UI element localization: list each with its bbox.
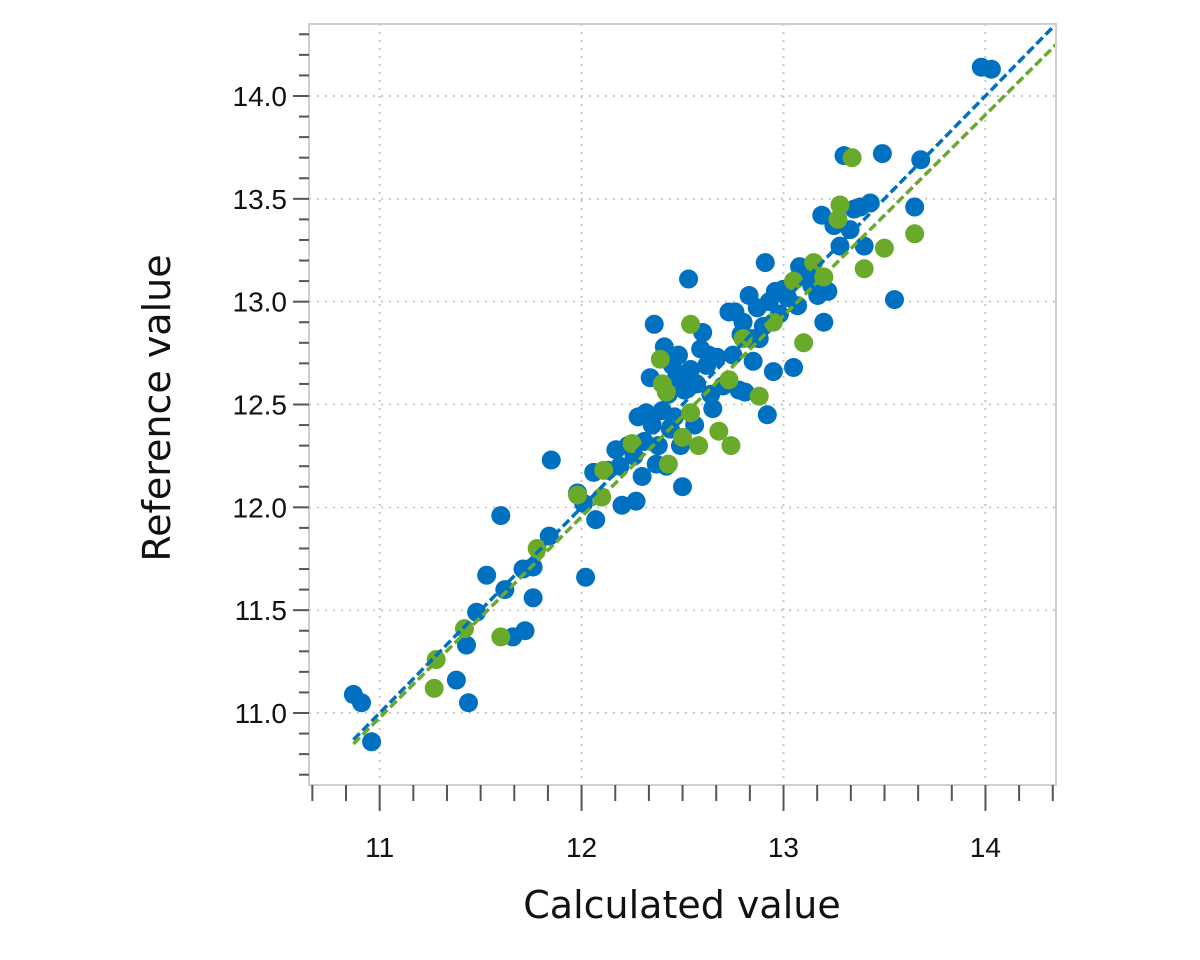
data-point-series-2 (527, 538, 547, 558)
data-point-series-2 (424, 678, 444, 698)
data-point-series-2 (681, 314, 701, 334)
data-point-series-1 (673, 477, 692, 497)
data-point-series-1 (755, 253, 775, 273)
data-point-series-1 (854, 236, 874, 256)
y-tick-label: 13.5 (233, 184, 288, 215)
y-tick-label: 14.0 (233, 81, 288, 112)
data-point-series-1 (456, 635, 476, 655)
data-point-series-1 (981, 59, 1001, 79)
data-point-series-2 (784, 271, 804, 291)
data-point-series-2 (658, 454, 678, 474)
data-point-series-1 (743, 351, 763, 371)
data-point-series-1 (648, 436, 668, 456)
data-point-series-1 (703, 399, 723, 419)
fit-line-series-1 (352, 22, 1058, 741)
regression-lines (352, 22, 1058, 746)
data-point-series-1 (818, 281, 838, 301)
data-point-series-2 (905, 224, 925, 244)
data-point-series-1 (515, 621, 535, 641)
data-point-series-2 (749, 386, 769, 406)
data-point-series-1 (687, 374, 707, 394)
data-point-series-1 (681, 360, 701, 380)
y-tick-label: 11.0 (235, 698, 287, 729)
axis-ticks (293, 33, 1054, 811)
data-point-series-2 (491, 627, 511, 647)
data-point-series-1 (872, 144, 892, 164)
data-point-series-1 (491, 506, 511, 526)
data-point-series-1 (586, 510, 606, 530)
data-point-series-1 (539, 526, 559, 546)
data-point-series-1 (477, 565, 497, 585)
fit-line-series-2 (352, 43, 1058, 746)
x-tick-label: 11 (365, 832, 394, 863)
data-point-series-1 (733, 312, 753, 332)
data-point-series-2 (681, 403, 701, 423)
data-point-series-2 (794, 333, 814, 353)
data-point-series-1 (905, 197, 925, 217)
data-point-series-1 (707, 347, 727, 367)
data-point-series-2 (854, 259, 874, 279)
data-point-series-2 (594, 460, 614, 480)
data-point-series-2 (830, 195, 850, 215)
data-point-series-2 (763, 312, 783, 332)
data-point-series-1 (576, 567, 596, 587)
data-point-series-1 (814, 312, 834, 332)
data-point-series-1 (351, 693, 371, 713)
y-tick-label: 11.5 (235, 595, 287, 626)
x-tick-label: 12 (566, 832, 597, 863)
data-point-series-1 (523, 588, 543, 608)
x-tick-label: 14 (970, 832, 1001, 863)
data-point-series-1 (757, 405, 777, 425)
data-point-series-2 (828, 209, 848, 229)
data-point-series-2 (622, 434, 642, 454)
data-point-series-2 (656, 382, 676, 402)
data-point-series-1 (644, 314, 664, 334)
data-point-series-1 (458, 693, 478, 713)
data-point-series-1 (860, 193, 880, 213)
data-point-series-2 (804, 253, 824, 273)
data-point-series-2 (568, 485, 588, 505)
data-point-series-1 (446, 670, 466, 690)
data-point-series-1 (626, 491, 646, 511)
data-point-series-1 (784, 357, 804, 377)
data-point-series-2 (689, 436, 709, 456)
x-tick-label: 13 (768, 832, 799, 863)
data-point-series-2 (719, 370, 739, 390)
y-tick-label: 12.0 (233, 492, 288, 523)
data-points (343, 57, 1001, 752)
data-point-series-2 (874, 238, 894, 258)
data-point-series-2 (650, 349, 670, 369)
data-point-series-2 (709, 421, 729, 441)
y-axis-title: Reference value (135, 254, 179, 561)
data-point-series-1 (763, 362, 783, 382)
x-axis-title: Calculated value (523, 883, 840, 927)
data-point-series-2 (673, 427, 692, 447)
data-point-series-2 (721, 436, 741, 456)
data-point-series-1 (541, 450, 561, 470)
data-point-series-1 (668, 345, 688, 365)
data-point-series-1 (679, 269, 699, 289)
data-point-series-1 (362, 732, 382, 752)
data-point-series-1 (495, 580, 515, 600)
data-point-series-1 (884, 290, 904, 310)
data-point-series-2 (733, 329, 753, 349)
data-point-series-1 (632, 466, 652, 486)
tick-labels: 11.0 11.5 12.0 12.5 13.0 13.5 14.0 11 12 13 14 (233, 81, 1001, 863)
data-point-series-2 (842, 148, 862, 168)
data-point-series-1 (788, 296, 808, 316)
y-tick-label: 13.0 (233, 287, 288, 318)
y-tick-label: 12.5 (233, 390, 288, 421)
